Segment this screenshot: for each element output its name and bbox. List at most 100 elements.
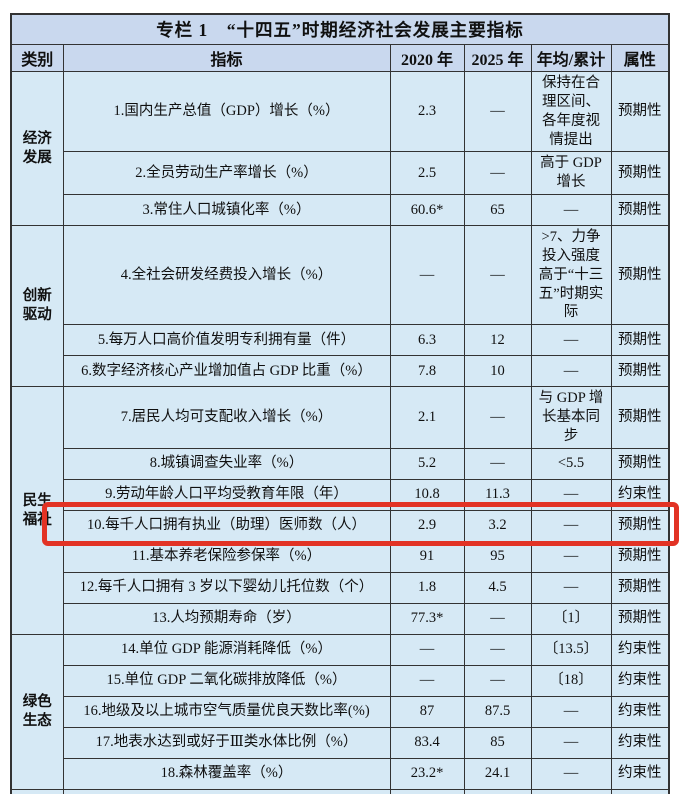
- column-header-5: 属性: [610, 44, 670, 72]
- attribute-cell: 约束性: [610, 726, 670, 759]
- value-2025-cell: >6.5: [463, 788, 532, 794]
- attribute-cell: 约束性: [610, 788, 670, 794]
- attribute-cell: 预期性: [610, 602, 670, 635]
- annual-cumulative-cell: 保持在合理区间、各年度视情提出: [530, 70, 612, 153]
- table-row: 2.全员劳动生产率增长（%） 2.5— 高于 GDP 增长 预期性: [11, 151, 670, 196]
- column-header-row: 类别 指标 2020 年 2025 年年均/累计 属性: [10, 44, 670, 72]
- annual-cumulative-cell: >7、力争投入强度高于“十三五”时期实际: [530, 225, 612, 326]
- indicator-cell: 15.单位 GDP 二氧化碳排放降低（%）: [62, 664, 391, 697]
- value-2020-cell: 10.8: [389, 478, 465, 511]
- value-2020-cell: 23.2*: [389, 757, 465, 790]
- attribute-cell: 约束性: [610, 664, 670, 697]
- indicator-cell: 16.地级及以上城市空气质量优良天数比率(%): [62, 695, 391, 728]
- table-row: 12.每千人口拥有 3 岁以下婴幼儿托位数（个） 1.8 4.5— 预期性: [11, 571, 670, 604]
- value-2020-cell: —: [389, 788, 465, 794]
- value-2025-cell: —: [463, 70, 532, 153]
- attribute-cell: 预期性: [610, 194, 670, 227]
- category-cell: 绿色生态: [10, 633, 64, 790]
- value-2025-cell: —: [463, 447, 532, 480]
- annual-cumulative-cell: —: [530, 478, 612, 511]
- table-row: 18.森林覆盖率（%） 23.2* 24.1— 约束性: [11, 757, 670, 790]
- attribute-cell: 约束性: [610, 695, 670, 728]
- attribute-cell: 预期性: [610, 151, 670, 196]
- indicator-cell: 1.国内生产总值（GDP）增长（%）: [62, 70, 391, 153]
- category-cell: 经济发展: [10, 70, 64, 227]
- value-2025-cell: 10: [463, 355, 532, 388]
- attribute-cell: 预期性: [610, 355, 670, 388]
- indicator-cell: 2.全员劳动生产率增长（%）: [62, 151, 391, 196]
- value-2025-cell: —: [463, 386, 532, 449]
- indicator-cell: 6.数字经济核心产业增加值占 GDP 比重（%）: [62, 355, 391, 388]
- table-row: 11.基本养老保险参保率（%） 91 95— 预期性: [11, 540, 670, 573]
- annual-cumulative-cell: —: [530, 540, 612, 573]
- table-row: 创新驱动 4.全社会研发经费投入增长（%） — — >7、力争投入强度高于“十三五”时期…: [10, 225, 670, 388]
- annual-cumulative-cell: —: [530, 509, 612, 542]
- column-header-3: 2025 年: [463, 44, 532, 72]
- category-cell: 安全保障: [10, 788, 64, 794]
- annual-cumulative-cell: —: [530, 726, 612, 759]
- table-row: 17.地表水达到或好于Ⅲ类水体比例（%） 83.4 85— 约束性: [11, 726, 670, 759]
- table-head: 专栏 1 “十四五”时期经济社会发展主要指标 类别 指标 2020 年 2025 年年…: [10, 13, 670, 72]
- table-row: 15.单位 GDP 二氧化碳排放降低（%） — — 〔18〕 约束性: [11, 664, 670, 697]
- value-2025-cell: —: [463, 225, 532, 326]
- table-row: 绿色生态 14.单位 GDP 能源消耗降低（%） — — 〔13.5〕 约束性: [10, 633, 670, 790]
- attribute-cell: 预期性: [610, 324, 670, 357]
- value-2025-cell: 4.5: [463, 571, 532, 604]
- indicator-cell: 12.每千人口拥有 3 岁以下婴幼儿托位数（个）: [62, 571, 391, 604]
- table-title: 专栏 1 “十四五”时期经济社会发展主要指标: [10, 13, 670, 45]
- indicator-cell: 18.森林覆盖率（%）: [62, 757, 391, 790]
- annual-cumulative-cell: —: [530, 194, 612, 227]
- value-2025-cell: 12: [463, 324, 532, 357]
- value-2020-cell: 2.1: [389, 386, 465, 449]
- value-2020-cell: —: [389, 633, 465, 666]
- indicator-cell: 7.居民人均可支配收入增长（%）: [62, 386, 391, 449]
- table-row: 10.每千人口拥有执业（助理）医师数（人） 2.9 3.2— 预期性: [11, 509, 670, 542]
- indicator-cell: 3.常住人口城镇化率（%）: [62, 194, 391, 227]
- indicator-cell: 17.地表水达到或好于Ⅲ类水体比例（%）: [62, 726, 391, 759]
- value-2025-cell: —: [463, 633, 532, 666]
- annual-cumulative-cell: 高于 GDP 增长: [530, 151, 612, 196]
- value-2025-cell: —: [463, 664, 532, 697]
- annual-cumulative-cell: 〔1〕: [530, 602, 612, 635]
- value-2025-cell: —: [463, 602, 532, 635]
- value-2025-cell: 3.2: [463, 509, 532, 542]
- table-row: 民生福祉 7.居民人均可支配收入增长（%） 2.1— 与 GDP 增长基本同步 预期性: [10, 386, 670, 635]
- attribute-cell: 预期性: [610, 70, 670, 153]
- indicator-cell: 13.人均预期寿命（岁）: [62, 602, 391, 635]
- value-2020-cell: 2.3: [389, 70, 465, 153]
- annual-cumulative-cell: —: [530, 757, 612, 790]
- value-2020-cell: —: [389, 664, 465, 697]
- indicator-cell: 4.全社会研发经费投入增长（%）: [62, 225, 391, 326]
- value-2020-cell: 60.6*: [389, 194, 465, 227]
- value-2020-cell: 2.5: [389, 151, 465, 196]
- indicator-cell: 11.基本养老保险参保率（%）: [62, 540, 391, 573]
- indicator-cell: 19.粮食综合生产能力（亿吨）: [62, 788, 391, 794]
- value-2020-cell: 83.4: [389, 726, 465, 759]
- table-row: 9.劳动年龄人口平均受教育年限（年） 10.8 11.3— 约束性: [11, 478, 670, 511]
- column-header-0: 类别: [10, 44, 64, 72]
- annual-cumulative-cell: <5.5: [530, 447, 612, 480]
- indicator-cell: 5.每万人口高价值发明专利拥有量（件）: [62, 324, 391, 357]
- attribute-cell: 预期性: [610, 386, 670, 449]
- table-body: 经济发展 1.国内生产总值（GDP）增长（%） 2.3— 保持在合理区间、各年度视情提…: [10, 70, 670, 794]
- table-row: 6.数字经济核心产业增加值占 GDP 比重（%） 7.8 10— 预期性: [11, 355, 670, 388]
- annual-cumulative-cell: —: [530, 324, 612, 357]
- table-row: 3.常住人口城镇化率（%） 60.6* 65— 预期性: [11, 194, 670, 227]
- table-row: 13.人均预期寿命（岁） 77.3* — 〔1〕 预期性: [11, 602, 670, 635]
- value-2025-cell: 95: [463, 540, 532, 573]
- category-cell: 民生福祉: [10, 386, 64, 635]
- value-2025-cell: 87.5: [463, 695, 532, 728]
- column-header-4: 年均/累计: [530, 44, 612, 72]
- title-row: 专栏 1 “十四五”时期经济社会发展主要指标: [10, 13, 670, 45]
- value-2020-cell: —: [389, 225, 465, 326]
- table-row: 8.城镇调查失业率（%） 5.2— <5.5 预期性: [11, 447, 670, 480]
- value-2025-cell: 65: [463, 194, 532, 227]
- column-header-2: 2020 年: [389, 44, 465, 72]
- annual-cumulative-cell: —: [530, 571, 612, 604]
- value-2025-cell: 85: [463, 726, 532, 759]
- table-row: 5.每万人口高价值发明专利拥有量（件） 6.3 12— 预期性: [11, 324, 670, 357]
- attribute-cell: 预期性: [610, 509, 670, 542]
- value-2020-cell: 5.2: [389, 447, 465, 480]
- value-2020-cell: 1.8: [389, 571, 465, 604]
